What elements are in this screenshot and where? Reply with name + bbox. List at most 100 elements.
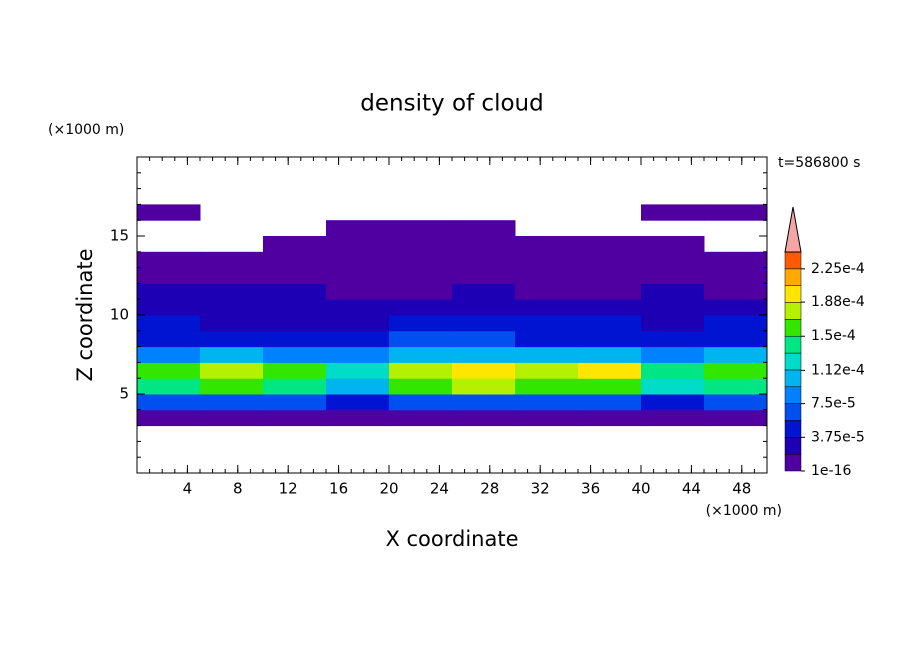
y-tick-label: 15 [110,227,129,245]
contour-cell [200,378,264,395]
contour-cell [263,394,327,411]
y-tick-label: 5 [119,385,129,403]
contour-cell [578,315,642,332]
colorbar-tick-label: 7.5e-5 [811,396,856,412]
x-tick-label: 8 [233,480,243,498]
contour-cell [515,378,579,395]
contour-cell [263,330,327,348]
contour-cell [263,362,327,379]
contour-cell [578,330,642,348]
contour-cell [578,378,642,395]
colorbar-tick-label: 1e-16 [811,463,851,479]
chart-title: density of cloud [360,91,543,117]
contour-cell [389,220,453,237]
contour-cell [263,267,327,284]
x-tick-label: 24 [430,480,449,498]
contour-cell [578,267,642,284]
x-unit: (×1000 m) [706,503,782,519]
contour-cell [326,394,390,411]
contour-cell [389,378,453,395]
contour-cell [326,315,390,332]
contour-cell [515,267,579,284]
contour-cell [452,236,516,253]
contour-cell [704,346,768,363]
x-tick-label: 28 [480,480,499,498]
contour-cell [515,409,579,427]
contour-cell [641,362,705,379]
contour-cell [200,346,264,363]
contour-cell [452,251,516,269]
contour-cell [389,236,453,253]
contour-cell [137,315,201,332]
colorbar-band [784,319,802,337]
contour-cell [452,409,516,427]
contour-cell [389,409,453,427]
contour-cell [641,267,705,284]
contour-cell [389,299,453,316]
colorbar-band [784,369,802,388]
colorbar-tick-label: 1.88e-4 [811,294,865,310]
x-tick-label: 32 [531,480,550,498]
colorbar-band [784,352,802,371]
contour-cell [200,299,264,316]
contour-cell [326,220,390,237]
contour-cell [263,409,327,427]
contour-cell [137,394,201,411]
colorbar-band [784,420,802,438]
contour-cell [137,283,201,300]
contour-cell [641,204,705,221]
y-tick-label: 10 [110,306,129,324]
contour-cell [326,236,390,253]
colorbar-band [784,268,802,286]
contour-cell [263,346,327,363]
contour-cell [389,251,453,269]
contour-cell [704,409,768,427]
contour-cell [704,315,768,332]
colorbar-band [784,251,802,270]
colorbar-band [784,302,802,320]
contour-cell [263,378,327,395]
contour-cell [578,283,642,300]
colorbar-band [784,453,802,472]
contour-cell [641,394,705,411]
colorbar-tick-label: 2.25e-4 [811,261,865,277]
contour-cell [137,330,201,348]
contour-cell [641,299,705,316]
contour-cell [452,267,516,284]
contour-cell [515,394,579,411]
contour-cell [326,362,390,379]
contour-cell [263,315,327,332]
contour-cell [704,204,768,221]
contour-cell [137,346,201,363]
colorbar-tick-label: 3.75e-5 [811,429,865,445]
contour-cell [263,283,327,300]
contour-cell [137,378,201,395]
y-unit: (×1000 m) [48,122,124,138]
x-tick-label: 16 [329,480,348,498]
contour-cell [578,346,642,363]
colorbar-over [784,206,802,253]
x-tick-label: 36 [581,480,600,498]
contour-cell [641,283,705,300]
contour-cell [452,330,516,348]
contour-cell [578,362,642,379]
contour-cell [452,299,516,316]
contour-cell [326,283,390,300]
contour-cell [704,299,768,316]
contour-cell [389,283,453,300]
annotation: t=586800 s [778,155,860,171]
x-tick-label: 4 [183,480,193,498]
contour-cell [137,267,201,284]
contour-cell [641,315,705,332]
contour-cell [263,251,327,269]
contour-cell [515,315,579,332]
contour-cell [515,236,579,253]
x-tick-label: 20 [379,480,398,498]
contour-cell [578,236,642,253]
colorbar-tick-label: 1.12e-4 [811,362,865,378]
colorbar-band [784,285,802,303]
contour-cell [515,346,579,363]
contour-cell [137,204,201,221]
x-tick-label: 40 [631,480,650,498]
